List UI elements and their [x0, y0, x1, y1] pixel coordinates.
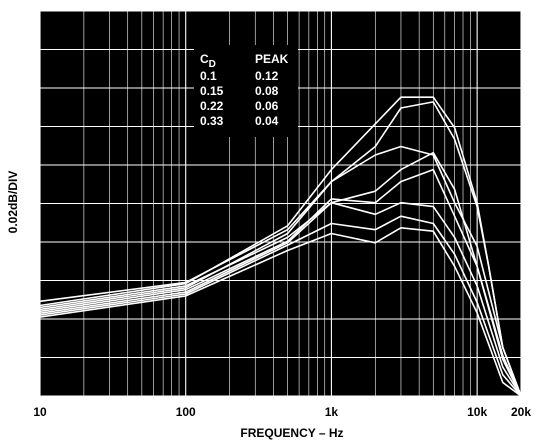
- series-line-5: [39, 168, 522, 397]
- legend-row-cd: 0.15: [200, 84, 224, 98]
- x-axis-title: FREQUENCY – Hz: [240, 426, 343, 440]
- x-tick-label: 1k: [325, 405, 339, 419]
- legend-row-cd: 0.22: [200, 99, 224, 113]
- legend-background: [194, 45, 298, 137]
- series-line-3: [39, 145, 522, 397]
- series-line-8: [39, 227, 522, 397]
- series-line-7: [39, 215, 522, 397]
- legend-row-cd: 0.33: [200, 114, 224, 128]
- legend-rows: 0.1 0.12 0.15 0.08 0.22 0.06 0.33 0.04: [200, 69, 279, 128]
- legend-row-peak: 0.08: [255, 84, 279, 98]
- legend-row-peak: 0.12: [255, 69, 279, 83]
- series-line-2: [39, 101, 522, 397]
- series-line-6: [39, 201, 522, 397]
- y-axis-title: 0.02dB/DIV: [6, 171, 20, 234]
- legend-row-cd: 0.1: [200, 69, 217, 83]
- legend-header-cd-subscript: D: [209, 59, 216, 70]
- legend-row-peak: 0.04: [255, 114, 279, 128]
- x-tick-label: 20k: [511, 405, 531, 419]
- legend-header-cd: CD: [200, 52, 216, 70]
- legend: CD PEAK 0.1 0.12 0.15 0.08 0.22 0.06 0.33 0.04: [194, 45, 298, 137]
- legend-header-peak: PEAK: [255, 52, 289, 66]
- legend-header-cd-main: C: [200, 52, 209, 66]
- curves: [39, 96, 522, 397]
- x-tick-label: 10k: [467, 405, 487, 419]
- x-tick-label: 100: [176, 405, 196, 419]
- x-tick-labels: 10 100 1k 10k 20k: [33, 405, 531, 419]
- legend-row-peak: 0.06: [255, 99, 279, 113]
- x-tick-label: 10: [33, 405, 47, 419]
